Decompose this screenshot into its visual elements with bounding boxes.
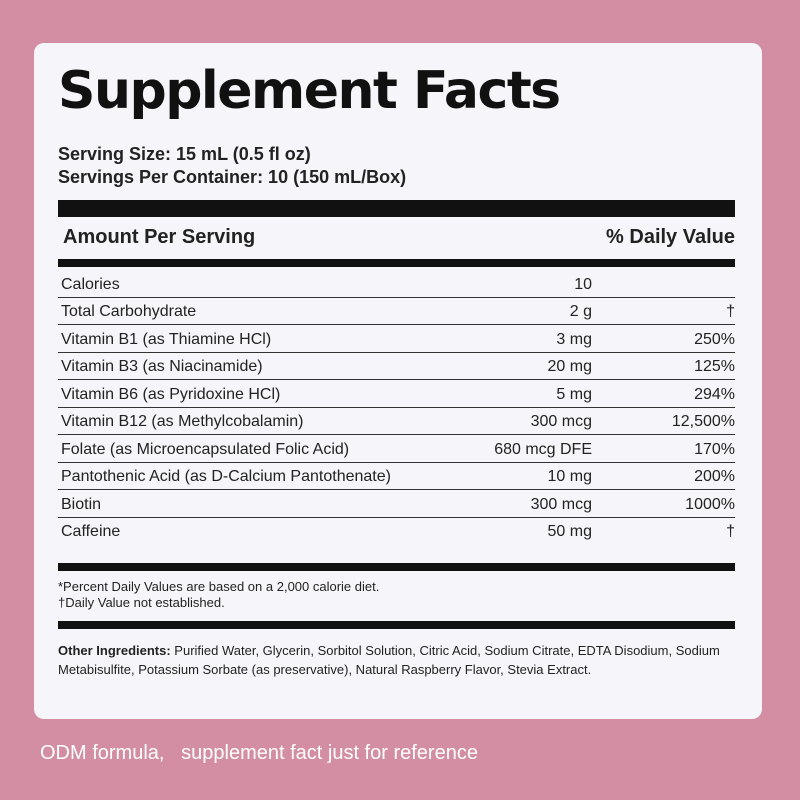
nutrient-name: Caffeine [61,523,121,540]
nutrient-name: Vitamin B1 (as Thiamine HCl) [61,330,272,348]
nutrient-row: Biotin 300 mcg 1000% [58,490,735,518]
servings-per-container: Servings Per Container: 10 (150 mL/Box) [58,167,407,187]
nutrient-row: Pantothenic Acid (as D-Calcium Pantothen… [58,463,735,490]
nutrient-name: Biotin [61,495,102,513]
ingredients-divider [58,621,735,629]
dagger-footnote: †Daily Value not established. [58,595,225,610]
nutrient-daily-value: 12,500% [671,413,735,430]
footnotes: *Percent Daily Values are based on a 2,0… [58,579,379,611]
nutrient-name: Vitamin B12 (as Methylcobalamin) [61,413,304,430]
nutrient-row: Calories 10 [58,270,735,298]
nutrient-row: Vitamin B6 (as Pyridoxine HCl) 5 mg 294% [58,380,735,408]
top-divider [58,200,735,217]
nutrient-amount: 5 mg [556,385,592,403]
nutrient-daily-value: 170% [694,440,735,458]
nutrient-name: Pantothenic Acid (as D-Calcium Pantothen… [61,468,391,485]
reference-caption: ODM formula, supplement fact just for re… [40,742,478,764]
nutrient-daily-value: 294% [694,385,735,403]
table-header: Amount Per Serving % Daily Value [58,226,735,256]
nutrient-daily-value: 250% [694,330,735,348]
nutrient-row: Vitamin B1 (as Thiamine HCl) 3 mg 250% [58,325,735,353]
panel-title: Supplement Facts [58,61,561,121]
nutrient-name: Vitamin B6 (as Pyridoxine HCl) [61,385,281,403]
nutrient-amount: 10 [574,275,592,293]
nutrient-row: Vitamin B3 (as Niacinamide) 20 mg 125% [58,353,735,380]
nutrient-name: Folate (as Microencapsulated Folic Acid) [61,440,350,458]
nutrient-row: Total Carbohydrate 2 g † [58,298,735,325]
nutrient-daily-value: 125% [694,358,735,375]
nutrient-amount: 680 mcg DFE [494,440,592,458]
nutrient-daily-value: † [726,303,735,320]
nutrient-amount: 300 mcg [530,413,592,430]
header-divider [58,259,735,267]
bottom-divider [58,563,735,571]
nutrient-row: Vitamin B12 (as Methylcobalamin) 300 mcg 1… [58,408,735,435]
nutrient-amount: 3 mg [556,330,592,348]
nutrient-name: Calories [61,275,120,293]
serving-info: Serving Size: 15 mL (0.5 fl oz) Servings… [58,143,406,189]
serving-size: Serving Size: 15 mL (0.5 fl oz) [58,144,311,164]
amount-per-serving-heading: Amount Per Serving [63,226,256,248]
nutrient-row: Caffeine 50 mg † [58,518,735,545]
other-ingredients-text: Purified Water, Glycerin, Sorbitol Solut… [58,643,720,677]
nutrient-amount: 50 mg [547,523,592,540]
other-ingredients: Other Ingredients: Purified Water, Glyce… [58,641,735,679]
supplement-facts-panel: Supplement Facts Serving Size: 15 mL (0.… [34,43,762,719]
nutrient-amount: 300 mcg [530,495,592,513]
nutrient-table: Calories 10 Total Carbohydrate 2 g † Vitamin … [58,270,735,544]
nutrient-daily-value: 1000% [685,495,735,513]
percent-footnote: *Percent Daily Values are based on a 2,0… [58,579,380,594]
nutrient-row: Folate (as Microencapsulated Folic Acid)… [58,435,735,463]
nutrient-name: Vitamin B3 (as Niacinamide) [61,358,263,375]
nutrient-name: Total Carbohydrate [61,303,197,320]
nutrient-daily-value: † [726,523,735,540]
nutrient-amount: 10 mg [547,468,592,485]
daily-value-heading: % Daily Value [606,226,735,248]
nutrient-amount: 2 g [569,303,592,320]
other-ingredients-label: Other Ingredients: [58,643,171,658]
nutrient-amount: 20 mg [547,358,592,375]
nutrient-daily-value: 200% [694,468,735,485]
